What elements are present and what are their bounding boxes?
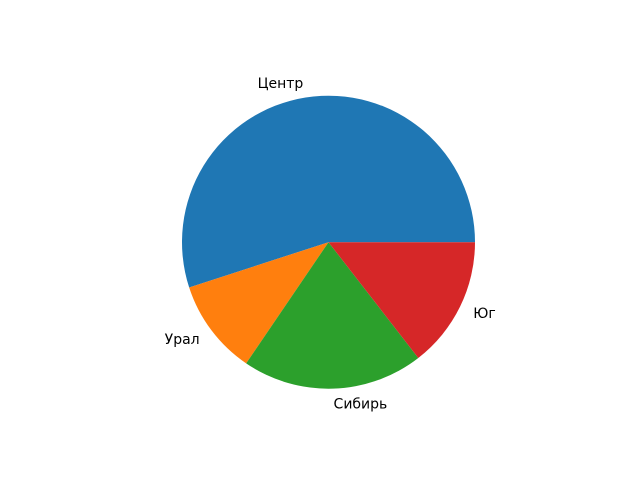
slice-label-sibir: Сибирь — [334, 396, 388, 412]
slice-label-ural: Урал — [165, 332, 200, 348]
slice-label-yug: Юг — [473, 306, 495, 322]
pie-slices — [182, 95, 475, 389]
pie-slice-ural — [189, 242, 329, 364]
slice-label-tsentr: Центр — [258, 76, 304, 92]
pie-slice-yug — [328, 242, 475, 358]
pie-slice-tsentr — [182, 95, 475, 288]
pie-labels: Центр Урал Сибирь Юг — [165, 76, 496, 412]
pie-slice-sibir — [246, 242, 419, 389]
